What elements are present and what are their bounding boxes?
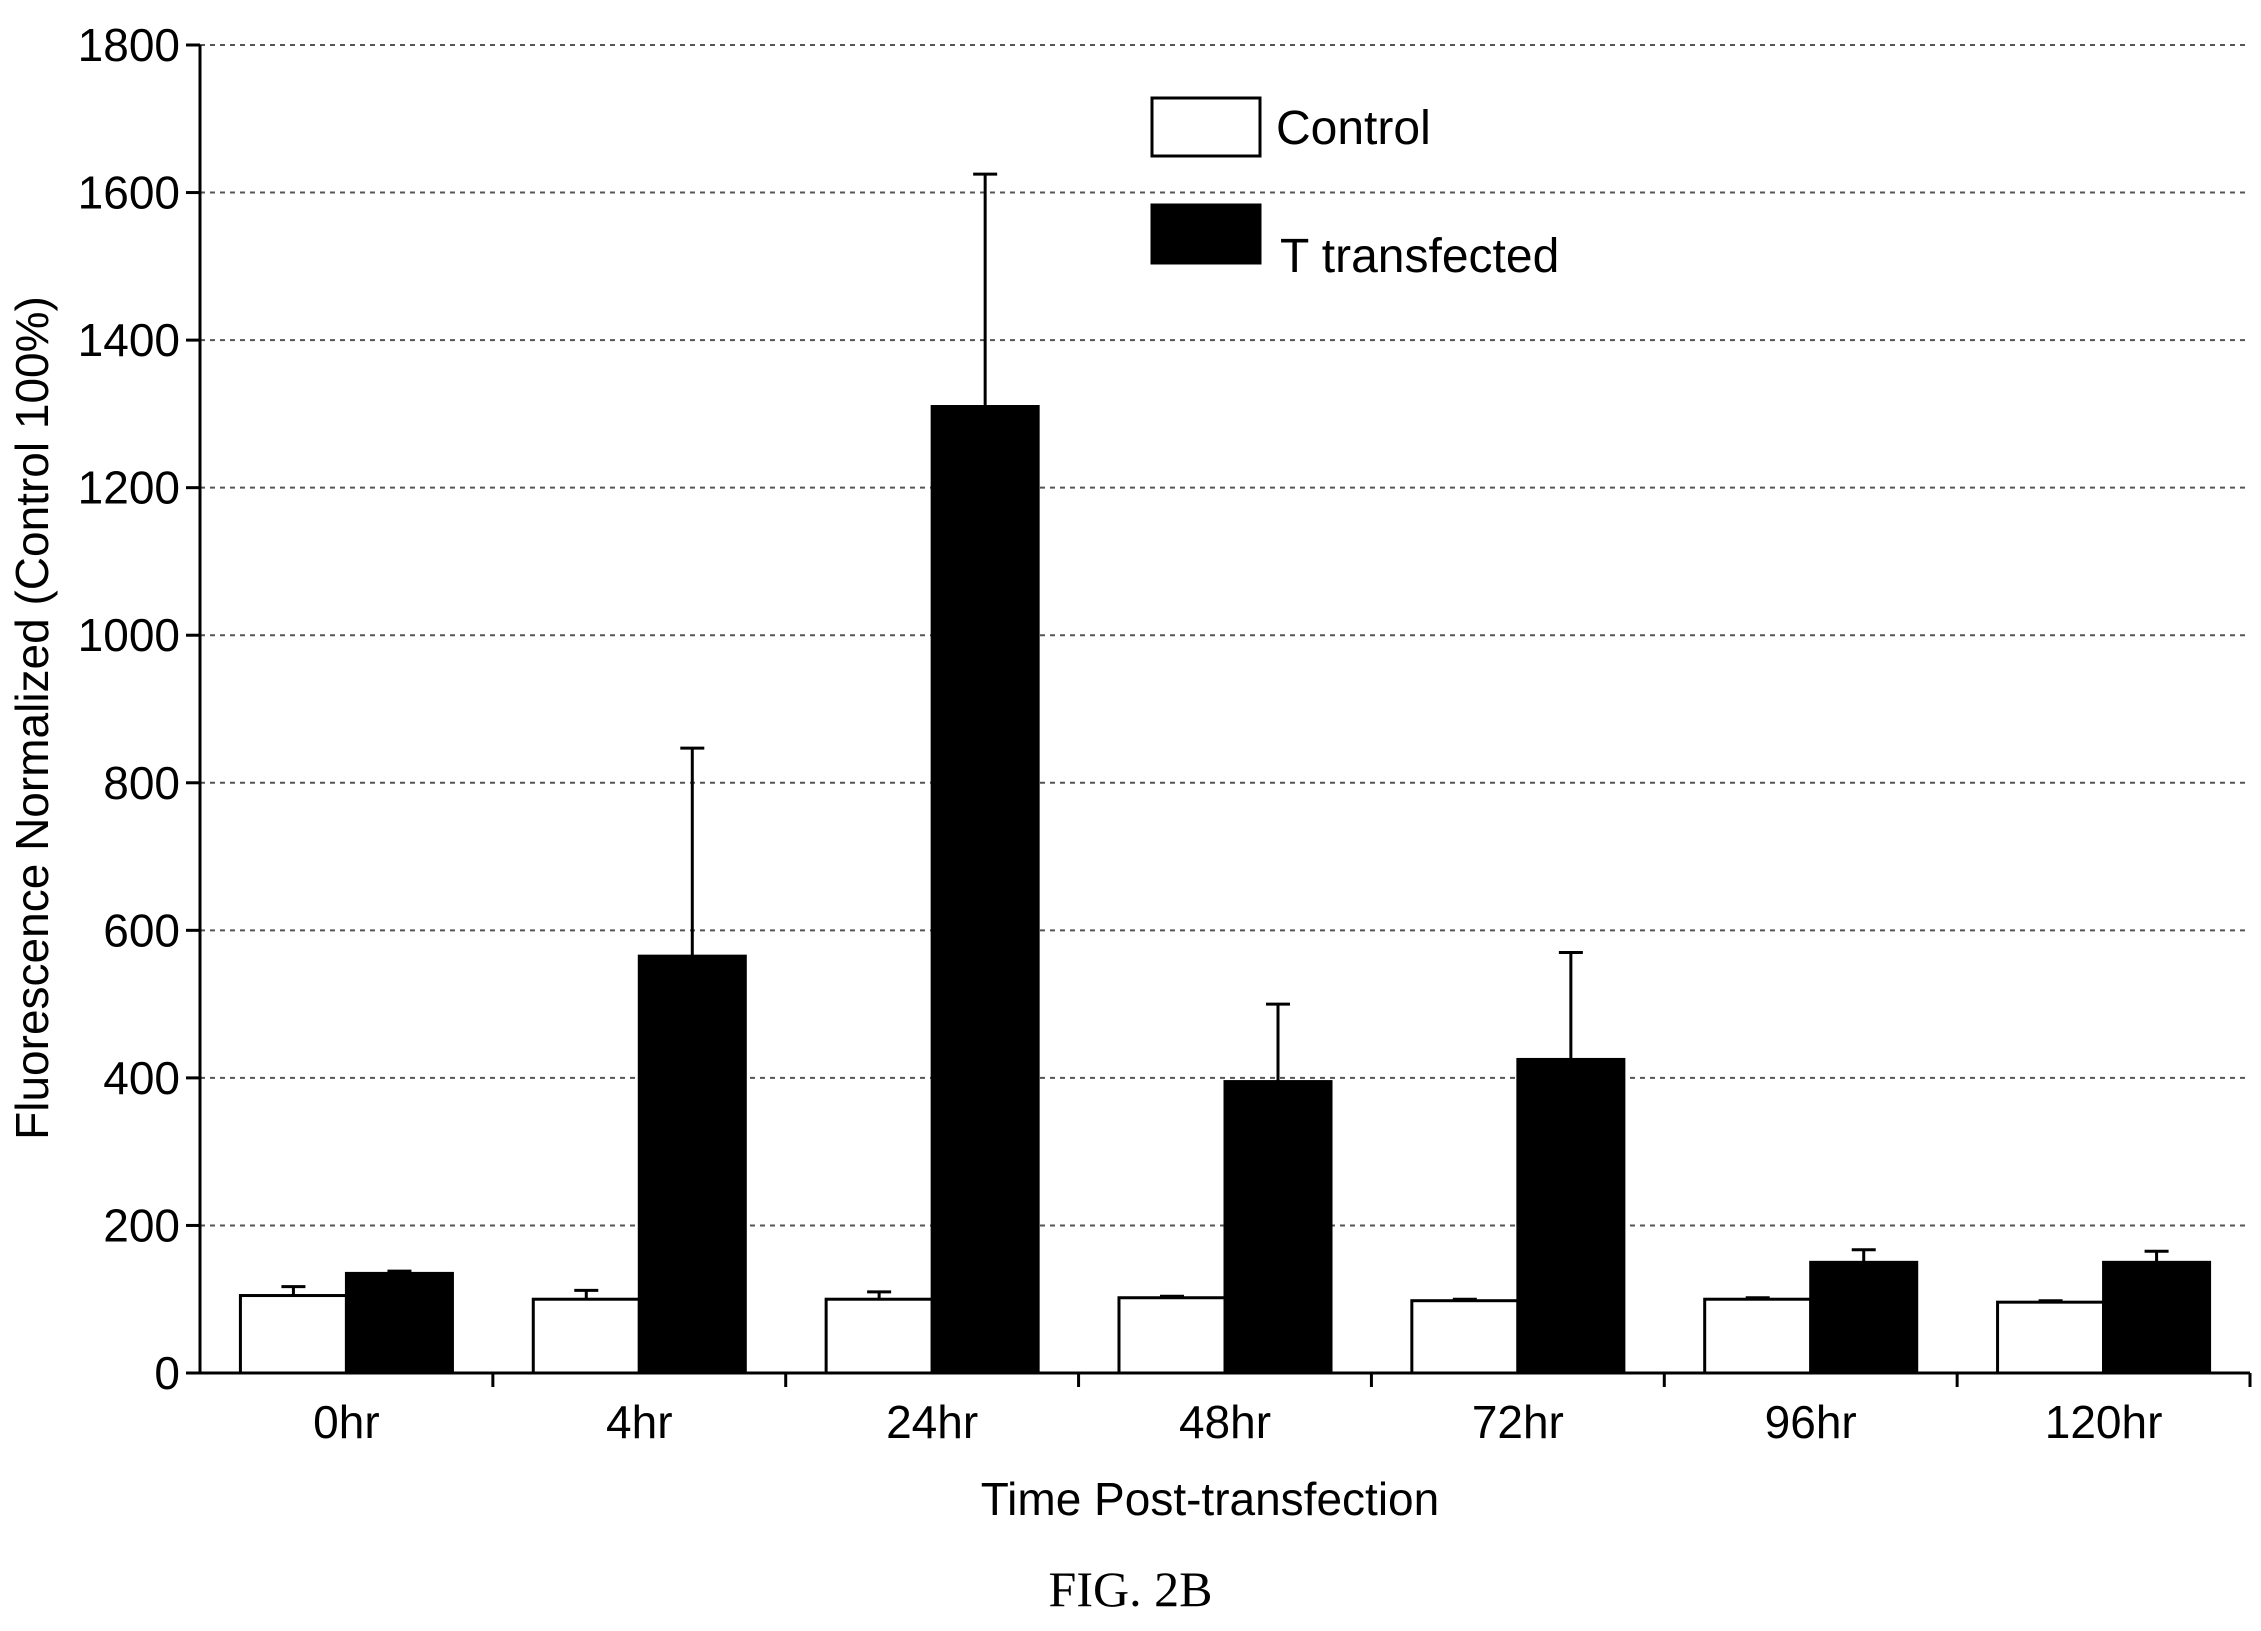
x-tick-label: 96hr (1765, 1396, 1857, 1448)
y-tick-label: 600 (103, 904, 180, 956)
y-tick-label: 1200 (78, 462, 180, 514)
x-tick-label: 72hr (1472, 1396, 1564, 1448)
legend: Control T transfected (1150, 96, 1559, 283)
figure-caption: FIG. 2B (1048, 1561, 1213, 1617)
bar-t-transfected-96hr (1809, 1260, 1919, 1375)
x-tick-label: 4hr (606, 1396, 672, 1448)
legend-label-t-transfected: T transfected (1280, 230, 1559, 283)
x-tick-label: 0hr (313, 1396, 379, 1448)
legend-label-control: Control (1276, 102, 1431, 155)
x-tick-label: 24hr (886, 1396, 978, 1448)
y-tick-label: 800 (103, 757, 180, 809)
bar-control-72hr (1410, 1299, 1520, 1375)
legend-swatch-t-transfected (1150, 203, 1262, 265)
bar-chart: 0 200 400 600 800 1000 1200 1400 1600 1800 0hr 4hr… (6, 19, 2252, 1525)
bars (238, 172, 2212, 1375)
y-ticks: 0 200 400 600 800 1000 1200 1400 1600 1800 (78, 19, 200, 1399)
x-ticks: 0hr 4hr 24hr 48hr 72hr 96hr 120hr (313, 1373, 2252, 1448)
bar-control-96hr (1703, 1297, 1813, 1375)
y-tick-label: 1800 (78, 19, 180, 71)
bar-control-120hr (1996, 1300, 2106, 1375)
bar-control-4hr (531, 1297, 641, 1375)
bar-t-transfected-4hr (637, 954, 747, 1375)
bar-control-0hr (238, 1294, 348, 1375)
y-tick-label: 200 (103, 1199, 180, 1251)
y-tick-label: 1000 (78, 609, 180, 661)
bar-t-transfected-0hr (344, 1271, 454, 1375)
bar-control-48hr (1117, 1296, 1227, 1375)
y-tick-label: 0 (154, 1347, 180, 1399)
bar-t-transfected-120hr (2102, 1260, 2212, 1375)
y-tick-label: 1600 (78, 167, 180, 219)
x-tick-label: 48hr (1179, 1396, 1271, 1448)
bar-t-transfected-24hr (930, 405, 1040, 1375)
x-tick-label: 120hr (2045, 1396, 2163, 1448)
gridlines (200, 44, 2250, 1227)
axes (198, 45, 2250, 1375)
y-axis-title: Fluorescence Normalized (Control 100%) (6, 296, 58, 1140)
y-tick-label: 400 (103, 1052, 180, 1104)
bar-t-transfected-72hr (1516, 1057, 1626, 1375)
legend-swatch-control (1150, 96, 1262, 158)
bar-control-24hr (824, 1297, 934, 1375)
x-axis-title: Time Post-transfection (981, 1473, 1439, 1525)
bar-t-transfected-48hr (1223, 1080, 1333, 1375)
y-tick-label: 1400 (78, 314, 180, 366)
